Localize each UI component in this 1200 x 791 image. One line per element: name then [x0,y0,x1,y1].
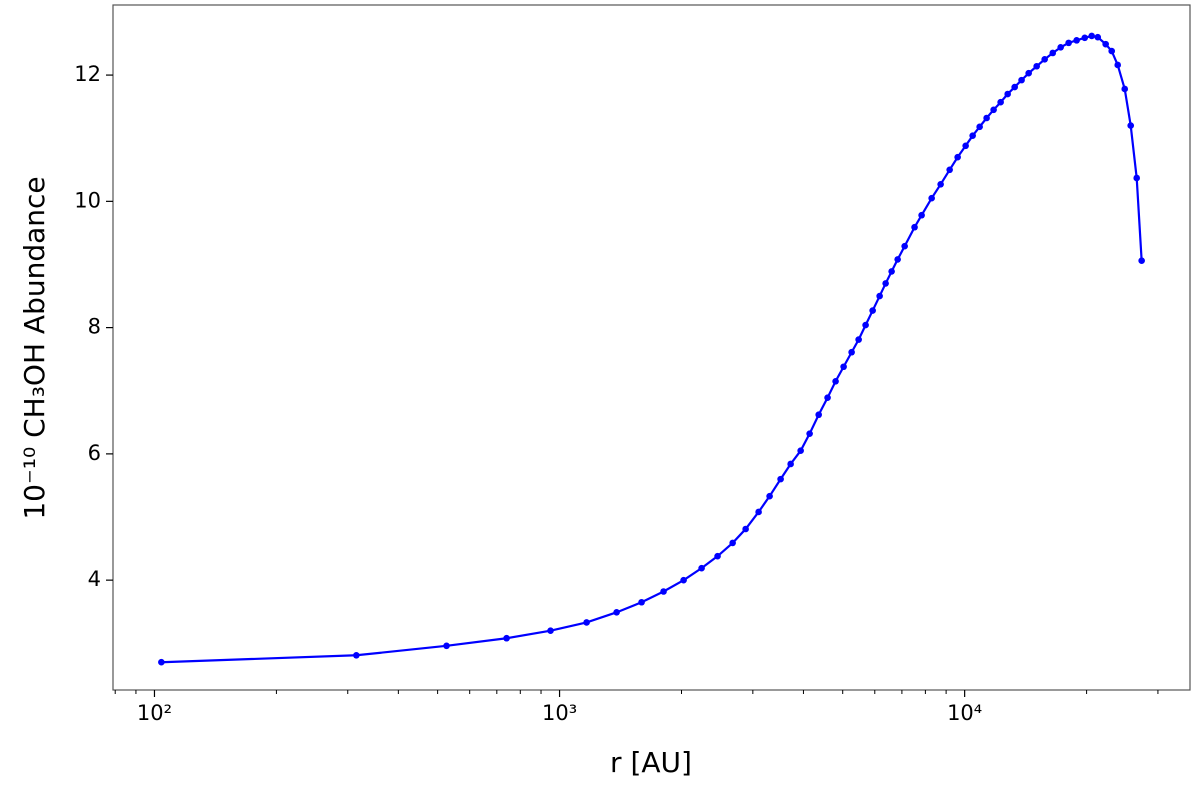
data-point [1004,90,1011,98]
data-point [158,658,165,666]
data-point [1114,61,1122,69]
data-point [954,153,961,161]
x-axis-label: r [AU] [610,746,692,779]
data-point [1065,39,1072,47]
data-point [742,525,749,533]
data-point [660,588,667,595]
data-point [997,98,1004,106]
data-line [161,34,1143,664]
data-point [766,492,773,500]
data-point [1081,34,1089,42]
data-point [882,280,889,287]
data-point [777,475,784,483]
data-point [1094,33,1102,41]
data-point [1041,55,1048,63]
data-point [1073,37,1080,44]
data-point [547,627,554,634]
x-tick-label: 10⁴ [947,701,982,725]
data-point [824,394,831,401]
data-point [840,363,847,371]
data-point [638,598,645,606]
data-point [918,211,925,219]
data-point [1088,32,1096,40]
data-point [729,539,736,547]
data-point [1102,40,1109,48]
data-point [503,634,510,642]
data-point [755,508,762,516]
data-point [806,430,813,437]
x-tick-label: 10³ [542,701,577,725]
data-point [888,268,895,275]
data-point [1033,62,1040,70]
y-axis-label: 10⁻¹⁰ CH₃OH Abundance [18,176,51,519]
data-point [946,166,953,174]
data-point [862,321,869,329]
data-point [583,619,590,626]
data-point [869,307,876,314]
data-point [901,242,908,250]
data-point [928,194,935,202]
data-point [990,106,997,114]
data-point [962,142,969,150]
data-point [983,114,990,122]
y-tick-label: 6 [88,441,101,465]
data-point [976,123,983,131]
data-point [1133,174,1140,182]
data-point [937,180,944,188]
y-tick-label: 10 [74,188,101,212]
data-point [1127,122,1135,129]
plot-frame [112,4,1191,691]
data-point [1108,47,1116,55]
data-point [815,411,822,419]
data-point [848,348,855,356]
data-point [969,132,976,139]
data-point [353,651,360,659]
data-point [832,377,839,385]
data-point [1138,257,1145,264]
y-tick-label: 4 [88,567,101,591]
data-point [1121,85,1129,93]
data-point [855,336,862,343]
data-point [443,642,450,650]
data-point [911,223,918,231]
data-point [876,292,883,300]
data-point [1011,83,1018,91]
data-point [894,256,901,263]
data-point [1025,69,1032,77]
data-point [698,564,705,572]
data-point [1049,49,1057,57]
data-point [787,460,794,468]
data-point [613,609,620,616]
data-point [714,552,721,560]
data-point [680,576,687,584]
x-tick-label: 10² [137,701,172,725]
y-tick-label: 12 [74,62,101,86]
data-point [1057,43,1064,51]
data-point [797,447,804,455]
y-tick-label: 8 [88,315,101,339]
data-point [1018,76,1025,84]
